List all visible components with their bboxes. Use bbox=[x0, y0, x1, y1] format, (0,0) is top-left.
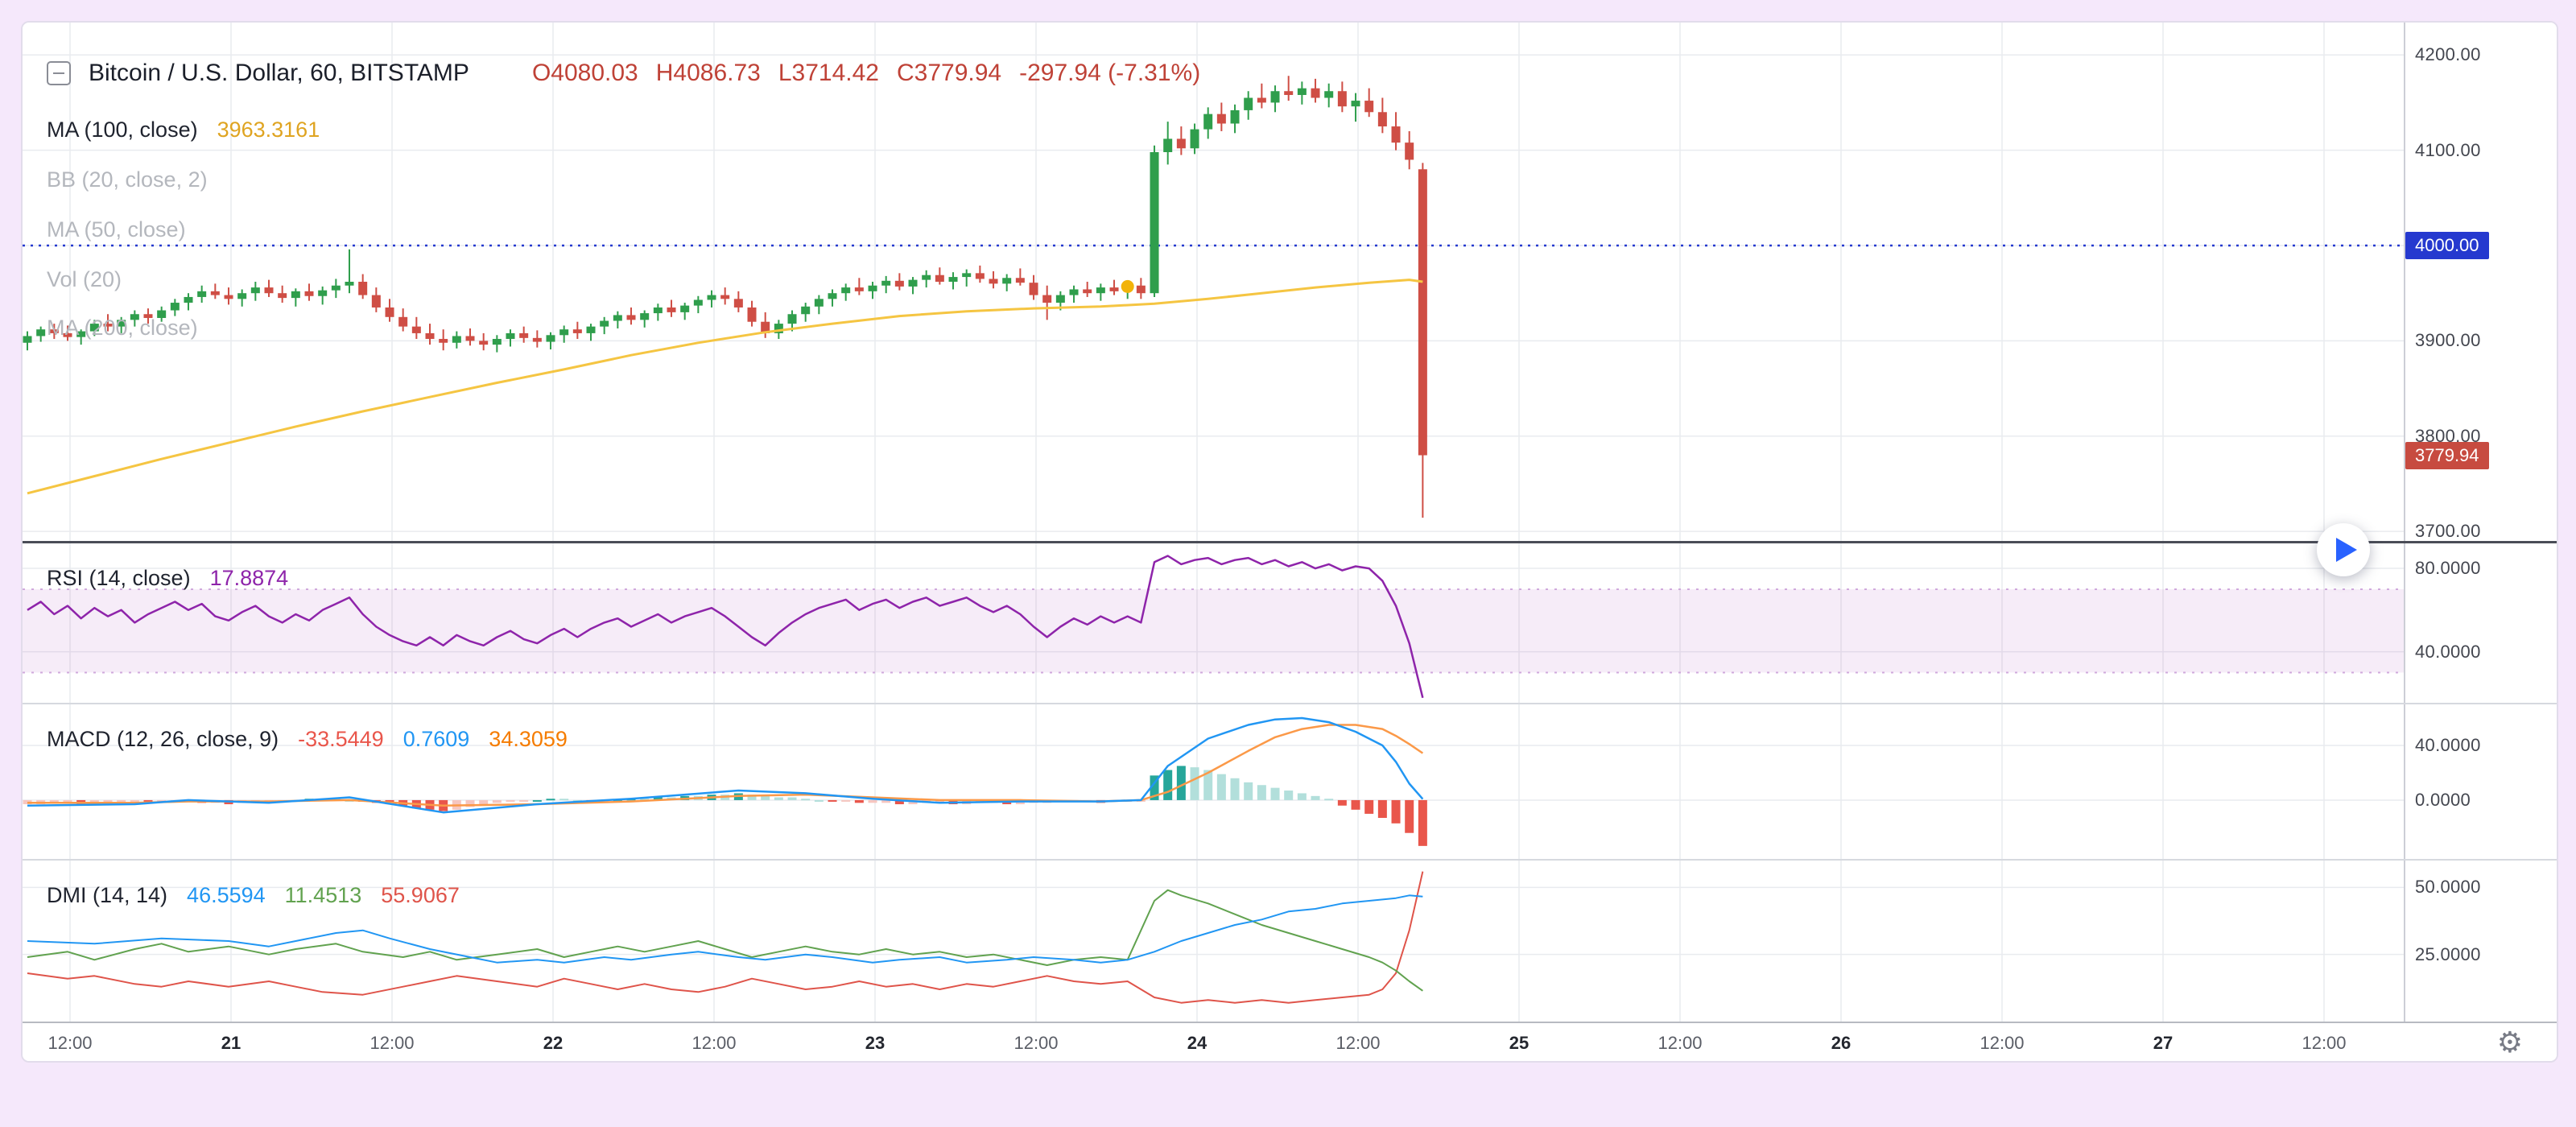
axis-label: 4100.00 bbox=[2415, 139, 2481, 160]
indicator-macd[interactable]: MACD (12, 26, close, 9) -33.5449 0.7609 … bbox=[47, 727, 568, 752]
indicator-ma200-label: MA (200, close) bbox=[47, 316, 198, 340]
time-tick-day: 21 bbox=[221, 1033, 242, 1053]
time-tick-day: 24 bbox=[1187, 1033, 1208, 1053]
rsi-canvas[interactable] bbox=[23, 543, 2404, 703]
candlestick-canvas[interactable] bbox=[23, 23, 2404, 541]
rsi-pane[interactable]: 80.0000 40.0000 RSI (14, close) 17.8874 bbox=[23, 541, 2557, 703]
last-price-label: 3779.94 bbox=[2405, 441, 2489, 469]
ohlc-low: L3714.42 bbox=[778, 60, 879, 86]
time-tick-day: 26 bbox=[1831, 1033, 1852, 1053]
time-tick-hour: 12:00 bbox=[1657, 1033, 1703, 1053]
indicator-ma100-value: 3963.3161 bbox=[217, 118, 320, 142]
indicator-dmi-red-value: 55.9067 bbox=[381, 883, 460, 907]
time-tick-hour: 12:00 bbox=[47, 1033, 93, 1053]
time-tick-hour: 12:00 bbox=[2301, 1033, 2347, 1053]
dmi-pane[interactable]: 50.0000 25.0000 DMI (14, 14) 46.5594 11.4… bbox=[23, 859, 2557, 1022]
time-tick-day: 27 bbox=[2153, 1033, 2174, 1053]
indicator-rsi-label: RSI (14, close) bbox=[47, 566, 191, 590]
axis-label: 50.0000 bbox=[2415, 877, 2481, 898]
indicator-dmi-green-value: 11.4513 bbox=[284, 883, 362, 907]
indicator-vol-label: Vol (20) bbox=[47, 267, 122, 291]
indicator-ma50[interactable]: MA (50, close) bbox=[47, 217, 186, 242]
axis-label: 0.0000 bbox=[2415, 789, 2471, 810]
indicator-macd-signal-value: 34.3059 bbox=[489, 727, 568, 751]
time-axis[interactable]: 12:00 21 12:00 22 12:00 23 12:00 24 12:00 25 12:00… bbox=[23, 1022, 2557, 1061]
ohlc-change: -297.94 (-7.31%) bbox=[1019, 60, 1201, 86]
minus-glyph bbox=[53, 72, 64, 74]
indicator-dmi[interactable]: DMI (14, 14) 46.5594 11.4513 55.9067 bbox=[47, 883, 460, 908]
axis-label: 40.0000 bbox=[2415, 734, 2481, 755]
symbol-title-row: Bitcoin / U.S. Dollar, 60, BITSTAMP O408… bbox=[47, 60, 1200, 87]
rsi-scale[interactable]: 80.0000 40.0000 bbox=[2404, 543, 2557, 703]
symbol-title[interactable]: Bitcoin / U.S. Dollar, 60, BITSTAMP bbox=[89, 60, 469, 86]
indicator-macd-label: MACD (12, 26, close, 9) bbox=[47, 727, 279, 751]
horizontal-line-price-label: 4000.00 bbox=[2405, 232, 2489, 259]
axis-label: 40.0000 bbox=[2415, 641, 2481, 662]
play-button[interactable] bbox=[2317, 523, 2370, 576]
indicator-dmi-blue-value: 46.5594 bbox=[187, 883, 266, 907]
ohlc-open: O4080.03 bbox=[531, 60, 638, 86]
indicator-ma50-label: MA (50, close) bbox=[47, 217, 186, 242]
indicator-rsi-value: 17.8874 bbox=[209, 566, 289, 590]
macd-pane[interactable]: 40.0000 0.0000 MACD (12, 26, close, 9) -3… bbox=[23, 703, 2557, 859]
axis-label: 3900.00 bbox=[2415, 330, 2481, 351]
time-tick-day: 22 bbox=[543, 1033, 564, 1053]
time-tick-day: 25 bbox=[1509, 1033, 1530, 1053]
time-tick-hour: 12:00 bbox=[691, 1033, 737, 1053]
indicator-ma100[interactable]: MA (100, close) 3963.3161 bbox=[47, 118, 320, 142]
chart-container: 4200.00 4100.00 3900.00 3800.00 3700.00 4000.… bbox=[21, 21, 2558, 1063]
indicator-ma200[interactable]: MA (200, close) bbox=[47, 316, 198, 341]
time-tick-hour: 12:00 bbox=[369, 1033, 415, 1053]
indicator-macd-line-value: 0.7609 bbox=[402, 727, 470, 751]
axis-label: 25.0000 bbox=[2415, 943, 2481, 964]
settings-gear-icon[interactable]: ⚙ bbox=[2496, 1026, 2523, 1059]
collapse-icon[interactable] bbox=[47, 61, 71, 85]
price-pane[interactable]: 4200.00 4100.00 3900.00 3800.00 3700.00 4000.… bbox=[23, 23, 2557, 541]
indicator-ma100-label: MA (100, close) bbox=[47, 118, 198, 142]
axis-label: 4200.00 bbox=[2415, 44, 2481, 65]
play-icon bbox=[2335, 538, 2357, 562]
indicator-rsi[interactable]: RSI (14, close) 17.8874 bbox=[47, 566, 288, 591]
dmi-scale[interactable]: 50.0000 25.0000 bbox=[2404, 861, 2557, 1022]
indicator-bb-label: BB (20, close, 2) bbox=[47, 167, 208, 192]
dmi-canvas[interactable] bbox=[23, 861, 2404, 1022]
indicator-dmi-label: DMI (14, 14) bbox=[47, 883, 168, 907]
time-tick-hour: 12:00 bbox=[1335, 1033, 1381, 1053]
ohlc-high: H4086.73 bbox=[655, 60, 761, 86]
time-tick-hour: 12:00 bbox=[1979, 1033, 2025, 1053]
time-tick-hour: 12:00 bbox=[1013, 1033, 1059, 1053]
ohlc-close: C3779.94 bbox=[896, 60, 1002, 86]
indicator-macd-hist-value: -33.5449 bbox=[298, 727, 384, 751]
indicator-bb[interactable]: BB (20, close, 2) bbox=[47, 167, 208, 192]
time-tick-day: 23 bbox=[865, 1033, 886, 1053]
macd-scale[interactable]: 40.0000 0.0000 bbox=[2404, 704, 2557, 859]
indicator-vol[interactable]: Vol (20) bbox=[47, 267, 122, 292]
macd-canvas[interactable] bbox=[23, 704, 2404, 859]
price-scale[interactable]: 4200.00 4100.00 3900.00 3800.00 3700.00 4000.… bbox=[2404, 23, 2557, 541]
axis-label: 80.0000 bbox=[2415, 558, 2481, 579]
axis-label: 3700.00 bbox=[2415, 521, 2481, 541]
